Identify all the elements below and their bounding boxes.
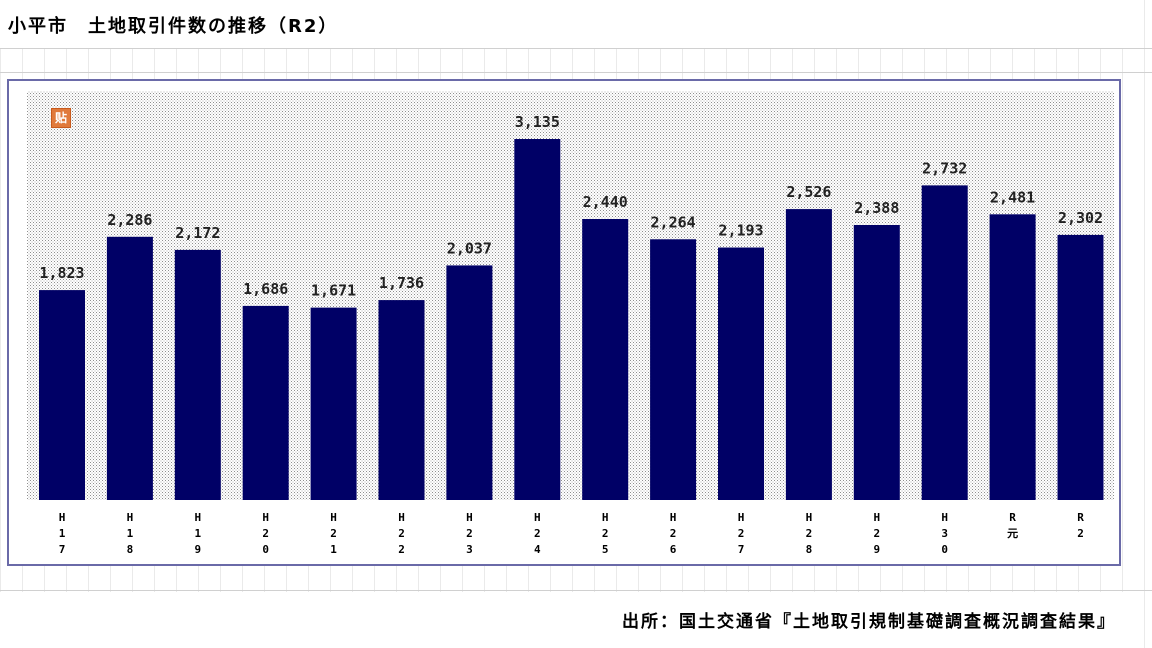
bar-4 <box>310 307 357 500</box>
value-label-10: 2,193 <box>718 222 763 240</box>
bar-8 <box>582 219 629 500</box>
bar-15 <box>1057 234 1104 500</box>
value-label-6: 2,037 <box>447 239 492 257</box>
bar-5 <box>378 300 425 500</box>
bar-13 <box>921 185 968 500</box>
value-label-4: 1,671 <box>311 282 356 300</box>
bar-9 <box>650 239 697 501</box>
bar-2 <box>174 249 221 500</box>
value-label-3: 1,686 <box>243 280 288 298</box>
value-label-14: 2,481 <box>990 188 1035 206</box>
bar-6 <box>446 265 493 500</box>
bar-10 <box>718 247 764 500</box>
bar-1 <box>106 236 153 501</box>
source-note: 出所：国土交通省『土地取引規制基礎調査概況調査結果』 <box>616 607 1116 632</box>
value-label-5: 1,736 <box>379 274 424 292</box>
bar-0 <box>39 290 85 500</box>
page-title: 小平市 土地取引件数の推移（R2） <box>8 12 345 38</box>
stamp-icon: 贴 <box>51 108 71 128</box>
value-label-8: 2,440 <box>583 193 628 211</box>
value-label-12: 2,388 <box>854 199 899 217</box>
bar-7 <box>514 139 561 500</box>
value-label-1: 2,286 <box>107 211 152 229</box>
value-labels-layer: 1,823 2,286 2,172 1,686 1,671 1,736 2,037 3,135… <box>39 113 1103 300</box>
x-tick-labels-layer: H 1 7 H 1 8 H 1 9 H 2 0 H 2 1 H 2 2 H 2 3 H 2 4 H 2 5 H 2 6 H 2 7 H 2 8 H 2 9 H… <box>59 511 1085 556</box>
bar-14 <box>989 214 1036 501</box>
value-label-2: 2,172 <box>175 224 220 242</box>
bar-3 <box>242 305 289 500</box>
value-label-7: 3,135 <box>515 113 560 131</box>
bars-layer <box>39 139 1104 501</box>
grid-row-line <box>0 72 1152 73</box>
value-label-0: 1,823 <box>39 264 84 282</box>
value-label-11: 2,526 <box>786 183 831 201</box>
grid-row-line <box>0 590 1152 591</box>
chart-frame[interactable]: 1,823 2,286 2,172 1,686 1,671 1,736 2,037 3,135… <box>7 79 1121 566</box>
value-label-15: 2,302 <box>1058 209 1103 227</box>
bar-12 <box>853 225 900 500</box>
grid-row-line <box>0 48 1152 49</box>
bar-11 <box>785 209 832 500</box>
value-label-13: 2,732 <box>922 159 967 177</box>
value-label-9: 2,264 <box>651 213 696 231</box>
bar-chart: 1,823 2,286 2,172 1,686 1,671 1,736 2,037 3,135… <box>27 91 1114 556</box>
